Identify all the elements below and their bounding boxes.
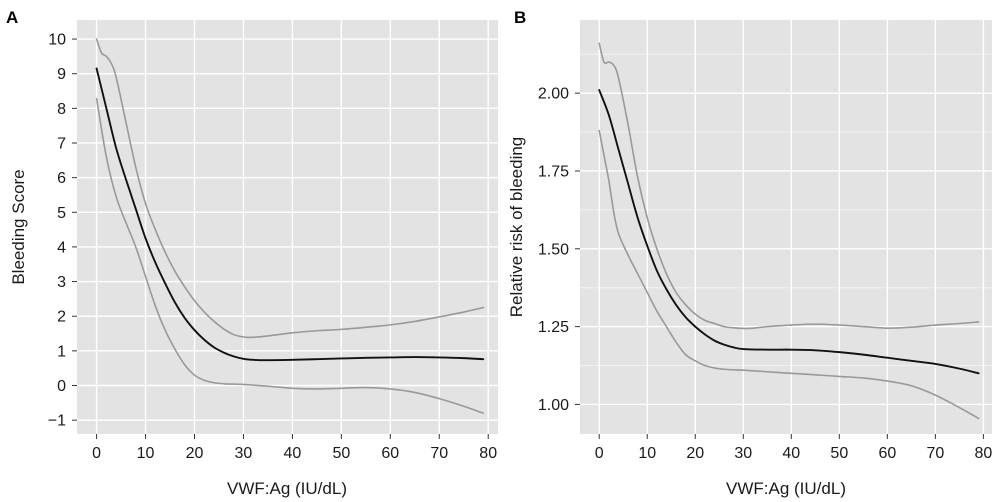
x-tick-label: 40	[283, 445, 301, 462]
upper-bound-line	[598, 42, 980, 330]
panel-a-letter: A	[6, 8, 18, 27]
x-tick-label: 0	[595, 445, 604, 462]
x-tick-label: 80	[974, 445, 992, 462]
x-tick-label: 10	[137, 445, 155, 462]
x-tick-label: 60	[878, 445, 896, 462]
panel-b-letter: B	[514, 8, 526, 27]
x-tick-label: 20	[186, 445, 204, 462]
panel-b-series	[598, 42, 980, 420]
y-tick-label: 0	[57, 378, 66, 395]
panel-b-y-ticks: 1.00 1.25 1.50 1.75 2.00	[538, 86, 580, 414]
panel-a-y-ticks: −1 0 1 2 3 4 5 6 7 8 9 10	[48, 32, 77, 430]
panel-b-x-ticks: 0 10 20 30 40 50 60 70 80	[595, 434, 992, 462]
panel-b-plot-background	[580, 20, 992, 434]
panel-b-x-axis-label: VWF:Ag (IU/dL)	[726, 479, 846, 498]
x-tick-label: 30	[235, 445, 253, 462]
y-tick-label: 1.00	[538, 397, 569, 414]
panel-a-series	[95, 38, 485, 415]
panel-a: A 0 10 20 30 40 50 60 70 80 −1 0 1 2 3 4 5 6 7 8 9 10 VWF:A…	[6, 8, 498, 498]
panel-a-x-axis-label: VWF:Ag (IU/dL)	[227, 479, 347, 498]
y-tick-label: −1	[48, 413, 66, 430]
estimate-line	[598, 89, 980, 375]
y-tick-label: 1.50	[538, 241, 569, 258]
y-tick-label: 7	[57, 135, 66, 152]
panel-a-grid	[77, 20, 498, 434]
x-tick-label: 80	[479, 445, 497, 462]
y-tick-label: 10	[48, 32, 66, 49]
x-tick-label: 30	[734, 445, 752, 462]
y-tick-label: 6	[57, 170, 66, 187]
y-tick-label: 8	[57, 101, 66, 118]
x-tick-label: 50	[830, 445, 848, 462]
x-tick-label: 40	[782, 445, 800, 462]
panel-a-plot-background	[77, 20, 498, 434]
y-tick-label: 5	[57, 205, 66, 222]
y-tick-label: 9	[57, 66, 66, 83]
y-tick-label: 3	[57, 274, 66, 291]
x-tick-label: 20	[686, 445, 704, 462]
panel-a-x-ticks: 0 10 20 30 40 50 60 70 80	[92, 434, 497, 462]
x-tick-label: 0	[92, 445, 101, 462]
upper-bound-line	[95, 38, 485, 339]
y-tick-label: 4	[57, 239, 66, 256]
estimate-line	[95, 67, 485, 362]
y-tick-label: 2.00	[538, 86, 569, 103]
y-tick-label: 2	[57, 309, 66, 326]
y-tick-label: 1.25	[538, 319, 569, 336]
x-tick-label: 10	[638, 445, 656, 462]
x-tick-label: 50	[332, 445, 350, 462]
panel-a-y-axis-label: Bleeding Score	[9, 169, 28, 284]
x-tick-label: 60	[381, 445, 399, 462]
y-tick-label: 1	[57, 343, 66, 360]
panel-b: B 0 10 20 30 40 50 60 70 80 1.00 1.25 1.50 1.75 2.00…	[507, 8, 992, 498]
panel-b-y-axis-label: Relative risk of bleeding	[507, 137, 526, 317]
lower-bound-line	[95, 97, 485, 415]
y-tick-label: 1.75	[538, 163, 569, 180]
x-tick-label: 70	[926, 445, 944, 462]
x-tick-label: 70	[430, 445, 448, 462]
lower-bound-line	[598, 129, 980, 420]
